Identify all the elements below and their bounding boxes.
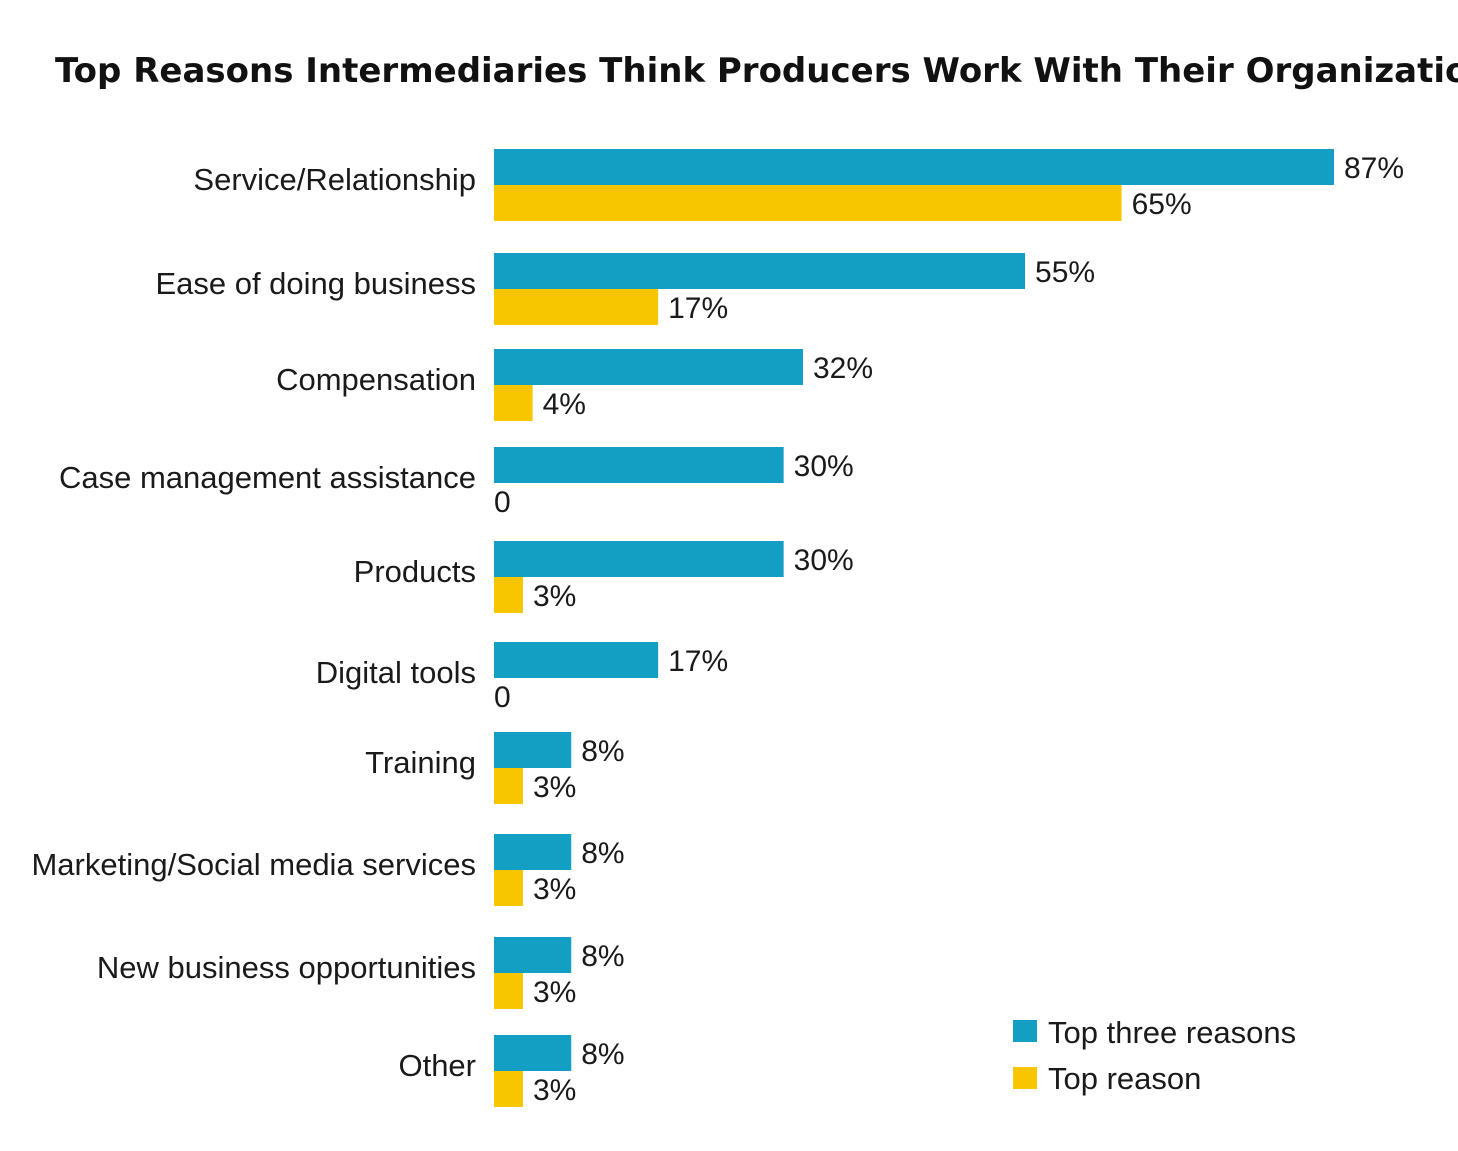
bar-top-reason-compensation	[494, 385, 533, 421]
bar-top-reason-products	[494, 577, 523, 613]
bar-top-three-case-management-assistance	[494, 447, 784, 483]
category-label-training: Training	[365, 745, 476, 780]
value-label-top-three-marketing-social-media-services: 8%	[581, 837, 624, 870]
value-label-top-three-compensation: 32%	[813, 352, 873, 385]
legend-swatch-top-three	[1013, 1020, 1037, 1042]
legend-label-top-three: Top three reasons	[1048, 1015, 1296, 1050]
category-label-digital-tools: Digital tools	[316, 655, 476, 690]
bar-top-three-training	[494, 732, 571, 768]
bar-top-three-products	[494, 541, 784, 577]
value-label-top-reason-ease-of-doing-business: 17%	[668, 292, 728, 325]
category-label-service-relationship: Service/Relationship	[193, 162, 476, 197]
bar-top-reason-marketing-social-media-services	[494, 870, 523, 906]
value-label-top-three-products: 30%	[794, 544, 854, 577]
value-label-top-three-digital-tools: 17%	[668, 645, 728, 678]
legend-swatch-top-reason	[1013, 1067, 1037, 1089]
category-label-new-business-opportunities: New business opportunities	[97, 950, 476, 985]
bar-top-reason-other	[494, 1071, 523, 1107]
value-label-top-reason-products: 3%	[533, 580, 576, 613]
bar-top-three-service-relationship	[494, 149, 1334, 185]
value-label-top-three-case-management-assistance: 30%	[794, 450, 854, 483]
legend-label-top-reason: Top reason	[1048, 1061, 1201, 1096]
bar-top-three-marketing-social-media-services	[494, 834, 571, 870]
chart-title: Top Reasons Intermediaries Think Produce…	[55, 51, 1458, 91]
category-label-marketing-social-media-services: Marketing/Social media services	[31, 847, 476, 882]
bar-top-reason-training	[494, 768, 523, 804]
bar-top-three-new-business-opportunities	[494, 937, 571, 973]
value-label-top-three-training: 8%	[581, 735, 624, 768]
category-label-other: Other	[398, 1048, 476, 1083]
value-label-top-three-service-relationship: 87%	[1344, 152, 1404, 185]
legend: Top three reasons Top reason	[1013, 1015, 1296, 1096]
value-label-top-three-other: 8%	[581, 1038, 624, 1071]
bar-top-three-ease-of-doing-business	[494, 253, 1025, 289]
bar-top-three-compensation	[494, 349, 803, 385]
value-label-top-reason-new-business-opportunities: 3%	[533, 976, 576, 1009]
category-label-ease-of-doing-business: Ease of doing business	[155, 266, 476, 301]
value-label-top-reason-training: 3%	[533, 771, 576, 804]
value-label-top-three-new-business-opportunities: 8%	[581, 940, 624, 973]
category-label-case-management-assistance: Case management assistance	[59, 460, 476, 495]
value-label-top-reason-case-management-assistance: 0	[494, 486, 511, 519]
value-label-top-reason-other: 3%	[533, 1074, 576, 1107]
category-label-compensation: Compensation	[276, 362, 476, 397]
bar-top-three-digital-tools	[494, 642, 658, 678]
bar-top-reason-ease-of-doing-business	[494, 289, 658, 325]
bar-top-reason-new-business-opportunities	[494, 973, 523, 1009]
bar-top-three-other	[494, 1035, 571, 1071]
bars-group: Service/Relationship 87% 65% Ease of doing …	[31, 149, 1404, 1107]
bar-top-reason-service-relationship	[494, 185, 1122, 221]
category-label-products: Products	[354, 554, 476, 589]
value-label-top-reason-compensation: 4%	[543, 388, 586, 421]
value-label-top-reason-digital-tools: 0	[494, 681, 511, 714]
value-label-top-three-ease-of-doing-business: 55%	[1035, 256, 1095, 289]
value-label-top-reason-marketing-social-media-services: 3%	[533, 873, 576, 906]
value-label-top-reason-service-relationship: 65%	[1132, 188, 1192, 221]
